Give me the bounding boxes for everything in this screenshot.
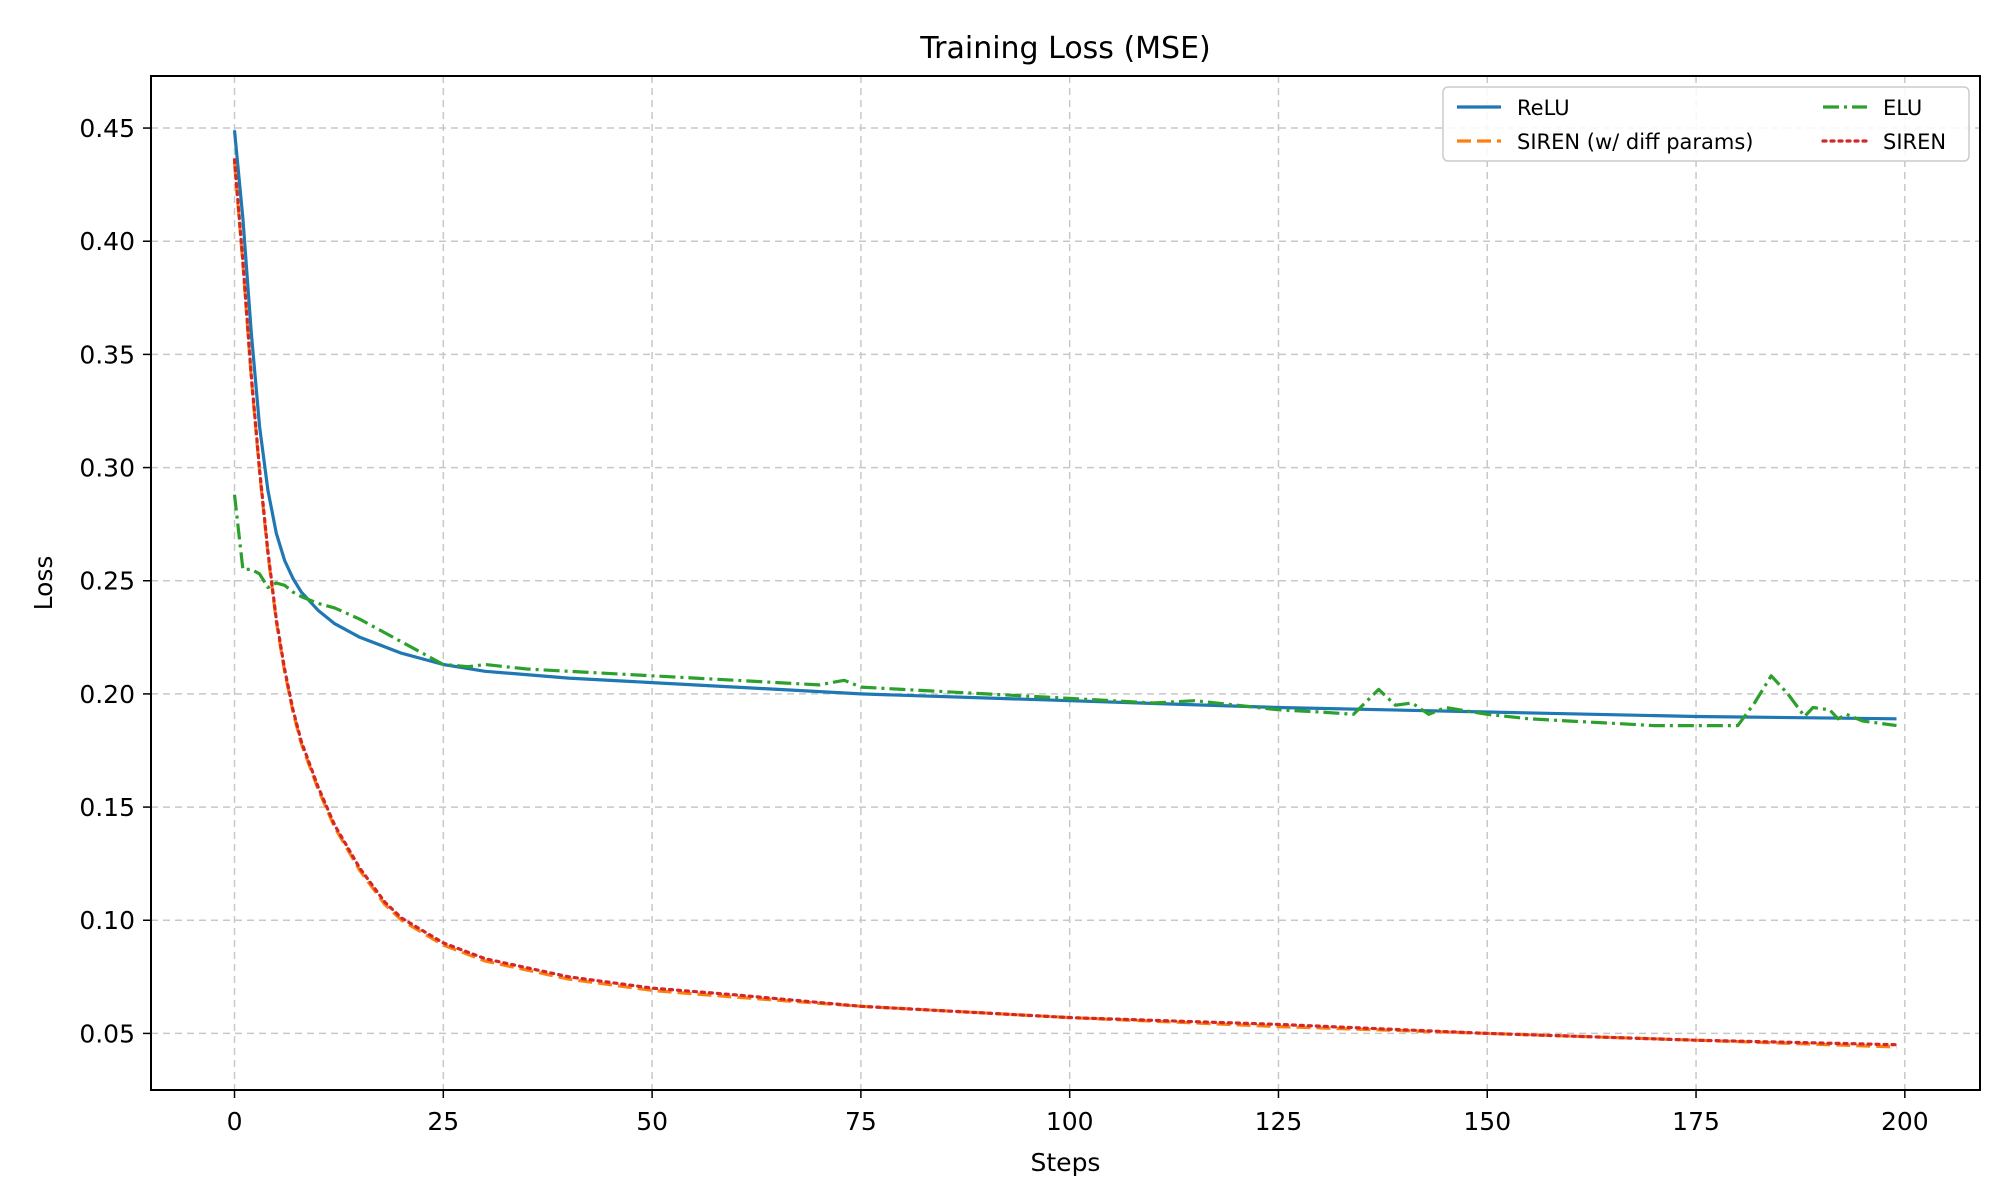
chart-title: Training Loss (MSE) [919,31,1211,66]
legend: ReLU SIREN (w/ diff params) ELU SIREN [1442,86,1970,162]
y-tick-label: 0.30 [79,454,135,483]
x-tick-label: 0 [227,1107,243,1136]
y-tick-label: 0.15 [79,793,135,822]
y-tick-label: 0.25 [79,567,135,596]
x-axis-label: Steps [1031,1148,1101,1177]
y-tick-label: 0.35 [79,340,135,369]
x-tick-label: 75 [845,1107,877,1136]
x-tick-label: 25 [427,1107,459,1136]
legend-label: SIREN (w/ diff params) [1517,130,1754,154]
y-tick-label: 0.05 [79,1019,135,1048]
legend-label: SIREN [1883,130,1946,154]
y-tick-label: 0.40 [79,227,135,256]
series-lines [232,130,1899,1049]
y-tick-label: 0.20 [79,680,135,709]
series-line-3 [232,494,1897,728]
y-tick-label: 0.45 [79,114,135,143]
plot-frame [150,75,1981,1091]
x-tick-label: 100 [1046,1107,1094,1136]
x-tick-label: 200 [1881,1107,1929,1136]
legend-label: ReLU [1517,96,1570,120]
x-tick-label: 150 [1463,1107,1511,1136]
x-tick-label: 50 [636,1107,668,1136]
series-line-4 [232,158,1899,1047]
y-axis-label: Loss [29,556,58,611]
x-tick-label: 125 [1255,1107,1303,1136]
x-tick-label: 175 [1672,1107,1720,1136]
y-tick-label: 0.10 [79,906,135,935]
axis-ticks: 0 25 50 75 100 125 150 175 200 0.05 0.10 0.15 0.20 0.… [79,114,1928,1136]
grid-lines [151,76,1980,1090]
legend-label: ELU [1883,96,1922,120]
